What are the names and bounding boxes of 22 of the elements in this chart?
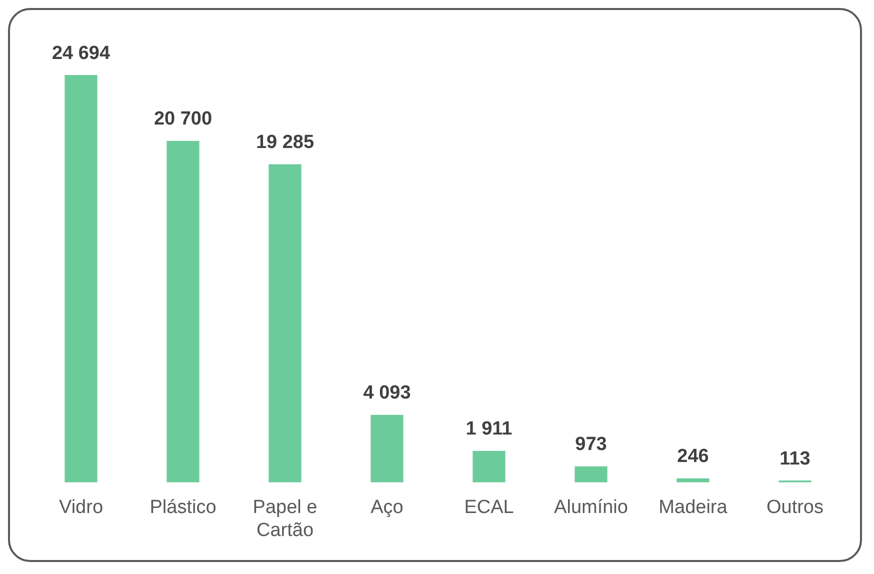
x-tick-label: Vidro <box>58 497 104 518</box>
bar <box>166 140 200 482</box>
bar <box>574 466 608 482</box>
data-label: 113 <box>780 448 810 470</box>
data-label: 1 911 <box>466 418 513 440</box>
x-tick-label: ECAL <box>464 497 514 518</box>
x-tick-label: Madeira <box>658 497 728 518</box>
data-label: 246 <box>677 446 709 468</box>
bar <box>64 75 98 482</box>
bar <box>268 164 302 482</box>
data-label: 24 694 <box>52 42 110 64</box>
x-tick-label: Plástico <box>150 497 216 518</box>
data-label: 4 093 <box>363 382 411 404</box>
data-label: 973 <box>575 434 607 456</box>
bar <box>370 414 404 482</box>
x-tick-label: Aço <box>370 497 404 518</box>
x-tick-label: Outros <box>766 497 824 518</box>
x-tick-label: Alumínio <box>554 497 628 518</box>
x-tick-label: Papel e Cartão <box>252 497 318 541</box>
data-label: 19 285 <box>256 132 314 154</box>
bar <box>472 450 506 482</box>
data-label: 20 700 <box>154 108 212 130</box>
